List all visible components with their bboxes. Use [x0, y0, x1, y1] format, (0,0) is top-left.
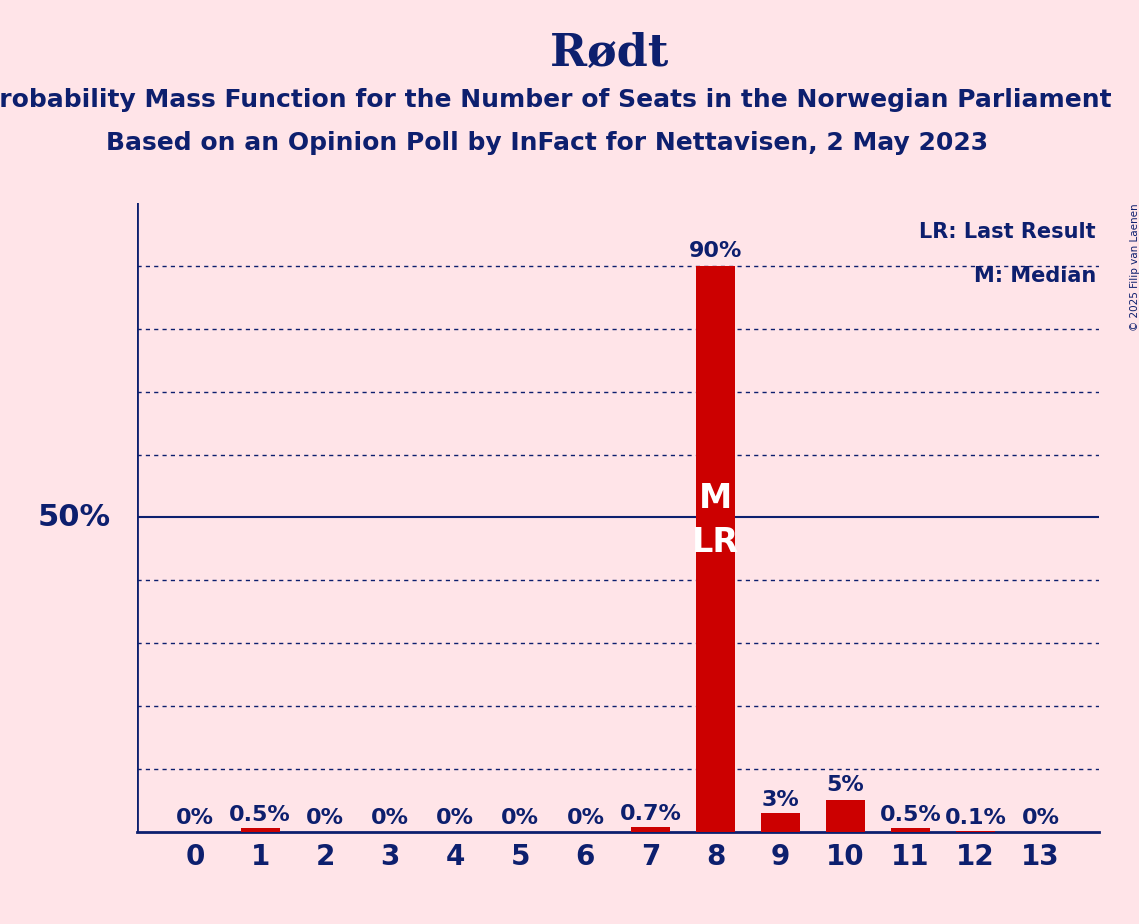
Text: 0%: 0% [306, 808, 344, 829]
Text: 5%: 5% [827, 775, 865, 796]
Text: M: Median: M: Median [974, 266, 1096, 286]
Bar [631, 827, 670, 832]
Text: 0.5%: 0.5% [229, 806, 292, 825]
Bar [761, 813, 800, 832]
Text: 0.1%: 0.1% [944, 808, 1007, 828]
Bar [891, 829, 931, 832]
Text: LR: Last Result: LR: Last Result [919, 222, 1096, 242]
Text: M: M [699, 482, 732, 515]
Text: 0%: 0% [1022, 808, 1059, 829]
Text: 0%: 0% [436, 808, 474, 829]
Text: Probability Mass Function for the Number of Seats in the Norwegian Parliament: Probability Mass Function for the Number… [0, 88, 1112, 112]
Text: LR: LR [691, 526, 739, 559]
Text: 0%: 0% [371, 808, 409, 829]
Text: 0.7%: 0.7% [620, 804, 681, 824]
Text: 50%: 50% [38, 503, 110, 532]
Text: 3%: 3% [762, 790, 800, 809]
Text: 0%: 0% [566, 808, 605, 829]
Text: Based on an Opinion Poll by InFact for Nettavisen, 2 May 2023: Based on an Opinion Poll by InFact for N… [106, 131, 988, 155]
Text: 0%: 0% [177, 808, 214, 829]
Text: Rødt: Rødt [550, 32, 669, 76]
Bar [696, 266, 735, 832]
Text: 0.5%: 0.5% [879, 806, 942, 825]
Text: 90%: 90% [689, 241, 743, 261]
Text: © 2025 Filip van Laenen: © 2025 Filip van Laenen [1130, 203, 1139, 331]
Bar [826, 800, 865, 832]
Text: 0%: 0% [501, 808, 540, 829]
Bar [240, 829, 280, 832]
